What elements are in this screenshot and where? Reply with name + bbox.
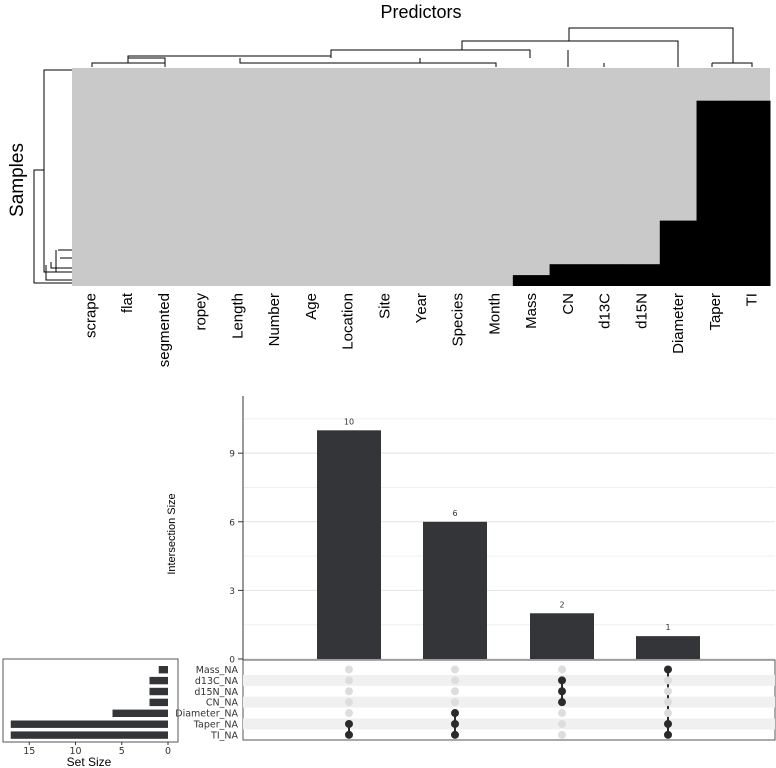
y-tick-label: 0 xyxy=(229,656,235,666)
column-label-flat: flat xyxy=(119,292,136,313)
set-size-tick-label: 0 xyxy=(165,746,171,757)
intersection-y-label: Intersection Size xyxy=(166,493,178,574)
set-label-mass-na: Mass_NA xyxy=(196,665,239,676)
missing-cells-d13c xyxy=(586,264,624,286)
column-label-year: Year xyxy=(413,293,430,323)
y-tick-label: 6 xyxy=(229,518,235,528)
missing-cells-diameter xyxy=(659,220,698,286)
set-size-bar xyxy=(158,666,168,674)
column-label-segmented: segmented xyxy=(156,293,173,367)
matrix-dot-inactive xyxy=(664,698,672,707)
column-label-age: Age xyxy=(303,293,320,320)
set-size-bar xyxy=(149,687,168,696)
matrix-dot-inactive xyxy=(558,719,566,728)
set-size-tick-label: 5 xyxy=(119,746,125,757)
intersection-bar-label: 6 xyxy=(452,509,457,518)
column-label-cn: CN xyxy=(560,293,577,315)
matrix-dot-inactive xyxy=(345,698,353,707)
y-tick-label: 3 xyxy=(229,587,235,597)
missing-cells-ti xyxy=(733,100,771,286)
upset-plot: 0 3 6 9 Intersection Size 10 6 2 1 Mass_NAd13C… xyxy=(2,396,776,768)
column-label-taper: Taper xyxy=(707,293,724,331)
intersection-bar xyxy=(317,430,381,659)
matrix-dot-inactive xyxy=(664,687,672,696)
column-label-diameter: Diameter xyxy=(670,293,687,354)
heatmap-title: Predictors xyxy=(380,2,461,22)
matrix-dot-inactive xyxy=(345,687,353,696)
matrix-dot-inactive xyxy=(451,698,459,707)
intersection-bar xyxy=(530,613,594,659)
set-label-taper-na: Taper_NA xyxy=(193,719,239,730)
y-tick-label: 9 xyxy=(229,450,235,460)
heatmap-y-label: Samples xyxy=(7,143,28,217)
matrix-dot-active xyxy=(451,709,459,718)
matrix-row-stripe xyxy=(243,674,775,686)
set-size-bar xyxy=(112,709,168,717)
matrix-dot-active xyxy=(664,730,672,739)
matrix-dot-inactive xyxy=(558,665,566,674)
intersection-bar xyxy=(423,521,487,659)
column-label-ropey: ropey xyxy=(193,293,210,331)
missing-cells-taper xyxy=(696,100,734,286)
column-label-site: Site xyxy=(376,293,393,319)
column-label-number: Number xyxy=(266,293,283,346)
column-label-scrape: scrape xyxy=(82,293,99,338)
set-size-bar xyxy=(149,676,168,685)
set-label-diameter-na: Diameter_NA xyxy=(175,709,238,720)
set-size-x-label: Set Size xyxy=(67,755,112,768)
set-size-bar xyxy=(149,698,168,707)
matrix-dot-active xyxy=(345,719,353,728)
matrix-dot-active xyxy=(664,719,672,728)
column-label-d15n: d15N xyxy=(633,293,650,329)
matrix-dot-inactive xyxy=(664,709,672,718)
column-label-length: Length xyxy=(229,293,246,339)
missing-cells-d15n xyxy=(623,264,661,286)
matrix-dot-active xyxy=(558,676,566,685)
set-size-bar xyxy=(10,731,168,739)
set-size-frame xyxy=(2,658,179,743)
column-label-month: Month xyxy=(486,293,503,335)
matrix-dot-active xyxy=(558,687,566,696)
matrix-dot-inactive xyxy=(345,676,353,685)
matrix-dot-inactive xyxy=(451,676,459,685)
matrix-dot-inactive xyxy=(451,687,459,696)
matrix-dot-inactive xyxy=(664,676,672,685)
matrix-dot-active xyxy=(451,719,459,728)
matrix-row-stripe xyxy=(243,696,775,708)
set-label-d15n-na: d15N_NA xyxy=(194,687,238,698)
matrix-dot-active xyxy=(664,665,672,674)
matrix-dot-inactive xyxy=(558,709,566,718)
matrix-dot-active xyxy=(345,730,353,739)
column-label-location: Location xyxy=(340,293,357,350)
column-label-d13c: d13C xyxy=(597,293,614,329)
set-size-bar xyxy=(10,720,168,728)
missingness-heatmap-panel: Predictors Samples xyxy=(7,2,771,367)
predictor-dendrogram xyxy=(91,27,753,67)
matrix-dot-active xyxy=(558,698,566,707)
set-size-tick-label: 15 xyxy=(23,746,35,757)
heatmap-body xyxy=(72,68,770,286)
intersection-bar xyxy=(636,636,700,659)
matrix-dot-inactive xyxy=(451,665,459,674)
matrix-dot-active xyxy=(451,730,459,739)
intersection-bar-label: 1 xyxy=(665,623,670,632)
column-label-ti: TI xyxy=(744,293,761,306)
set-size-tick-label: 10 xyxy=(69,746,81,757)
intersection-bar-label: 2 xyxy=(559,600,564,609)
column-label-species: Species xyxy=(450,293,467,346)
set-label-d13c-na: d13C_NA xyxy=(195,676,239,687)
matrix-dot-inactive xyxy=(558,730,566,739)
matrix-row-stripe xyxy=(243,718,775,730)
sample-dendrogram xyxy=(33,69,72,284)
intersection-bar-label: 10 xyxy=(344,417,354,426)
missing-cells-cn xyxy=(549,264,587,286)
set-label-cn-na: CN_NA xyxy=(206,698,239,709)
matrix-dot-inactive xyxy=(345,665,353,674)
matrix-dot-inactive xyxy=(345,709,353,718)
set-label-ti-na: TI_NA xyxy=(210,730,238,741)
column-label-mass: Mass xyxy=(523,293,540,329)
missing-cells-mass xyxy=(512,275,551,286)
